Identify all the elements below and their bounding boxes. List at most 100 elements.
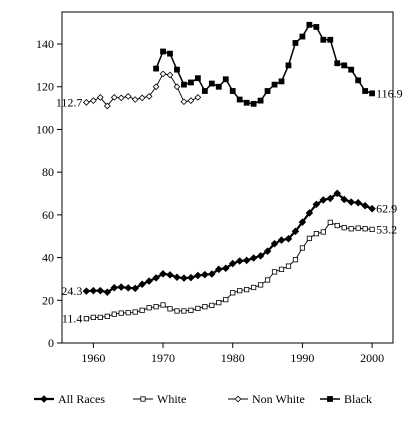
annotation-layer: 24.3 11.4 112.7 62.9 53.2 116.9	[56, 86, 403, 325]
data-point-white	[244, 287, 250, 293]
data-point-white	[257, 282, 264, 288]
data-point-white	[320, 229, 326, 235]
data-point-black	[236, 96, 243, 103]
data-point-black	[201, 88, 208, 94]
data-point-all-races	[319, 196, 328, 204]
x-tick-label: 1960	[81, 351, 105, 365]
data-point-black	[160, 48, 166, 55]
legend-layer: All Races White Non White Black	[34, 392, 372, 406]
data-point-black	[181, 81, 187, 88]
data-point-all-races	[284, 235, 293, 243]
data-point-non-white	[187, 97, 195, 104]
data-point-white	[195, 305, 201, 312]
data-point-all-races	[368, 204, 376, 213]
data-point-white	[327, 219, 333, 225]
y-tick-label: 120	[36, 80, 54, 94]
legend-item-white: White	[133, 392, 186, 406]
data-point-all-races	[138, 280, 146, 289]
data-point-white	[334, 222, 340, 229]
data-point-white	[90, 314, 96, 320]
data-point-non-white	[152, 83, 160, 91]
legend-label-non-white: Non White	[252, 392, 305, 406]
data-point-white	[97, 314, 103, 320]
data-point-black	[369, 90, 375, 97]
data-point-all-races	[270, 239, 279, 248]
data-point-white	[355, 225, 361, 231]
data-point-all-races	[117, 283, 125, 291]
legend-label-black: Black	[344, 392, 372, 406]
x-tick-label: 1980	[221, 351, 245, 365]
data-point-non-white	[180, 98, 188, 106]
y-tick-label: 60	[42, 208, 54, 222]
data-point-white	[313, 231, 319, 237]
axes-layer: 1960 1970 1980 1990 2000 0 20 40 60 80 100 120 140	[36, 11, 394, 365]
data-point-black	[208, 80, 215, 87]
data-point-black	[348, 66, 355, 73]
data-point-non-white	[89, 97, 97, 104]
data-point-white	[209, 302, 215, 309]
data-point-white	[292, 257, 299, 263]
y-tick-label: 140	[36, 37, 54, 51]
data-point-white	[341, 225, 347, 231]
data-point-white	[223, 297, 229, 303]
data-point-black	[362, 88, 369, 94]
data-point-all-races	[326, 194, 335, 203]
data-point-all-races	[312, 200, 321, 209]
data-point-black	[327, 36, 334, 43]
data-point-all-races	[103, 288, 112, 296]
data-point-white	[139, 307, 145, 313]
data-point-white	[188, 307, 194, 313]
data-point-all-races	[215, 265, 223, 274]
legend-marker-non-white	[234, 395, 242, 403]
data-point-white	[132, 309, 138, 315]
legend-label-all-races: All Races	[58, 392, 105, 406]
data-label: 11.4	[62, 312, 83, 326]
y-tick-label: 40	[42, 251, 54, 265]
data-point-all-races	[242, 256, 251, 265]
data-point-all-races	[305, 209, 314, 217]
data-point-black	[313, 24, 320, 30]
data-point-black	[215, 83, 222, 90]
data-point-black	[299, 33, 306, 40]
data-point-all-races	[291, 227, 300, 236]
data-point-white	[348, 226, 354, 232]
data-point-white	[271, 269, 278, 275]
data-point-all-races	[277, 236, 286, 244]
data-point-white	[230, 290, 236, 296]
data-point-all-races	[194, 271, 202, 280]
data-point-white	[251, 284, 257, 291]
data-point-all-races	[256, 252, 265, 260]
series-white	[83, 219, 375, 322]
data-point-non-white	[110, 94, 118, 101]
data-point-white	[299, 245, 306, 251]
data-point-non-white	[131, 96, 139, 103]
legend-marker-white	[140, 396, 146, 402]
data-point-all-races	[361, 201, 369, 210]
data-point-black	[264, 88, 271, 94]
legend-marker-all-races	[40, 395, 48, 403]
data-label: 53.2	[376, 222, 397, 236]
data-point-white	[278, 266, 285, 272]
data-label: 24.3	[61, 284, 82, 298]
data-point-white	[264, 277, 271, 283]
data-point-all-races	[354, 198, 362, 207]
y-tick-label: 80	[42, 165, 54, 179]
series-all-races	[82, 189, 376, 296]
data-point-white	[83, 316, 89, 322]
plot-frame	[61, 11, 394, 344]
data-point-black	[341, 62, 348, 69]
data-point-all-races	[298, 218, 307, 226]
series-line-all-races	[86, 192, 373, 294]
data-point-black	[334, 60, 341, 67]
data-point-all-races	[340, 195, 348, 204]
data-point-all-races	[235, 257, 244, 265]
series-non-white	[83, 70, 202, 110]
data-point-all-races	[347, 198, 355, 206]
data-point-white	[174, 308, 180, 314]
data-point-white	[202, 304, 208, 310]
data-point-all-races	[124, 284, 132, 292]
data-point-white	[118, 310, 124, 316]
data-point-all-races	[82, 287, 91, 295]
